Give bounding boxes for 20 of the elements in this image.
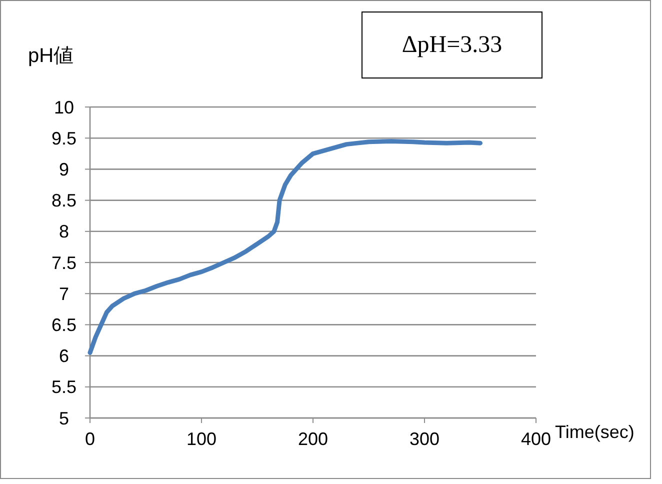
y-tick-label: 5.5 [51, 377, 77, 398]
y-axis-title: pH値 [28, 45, 74, 67]
y-tick-label: 9 [58, 160, 70, 180]
y-tick-label: 9.5 [51, 128, 77, 148]
y-tick-label: 8 [58, 222, 70, 242]
y-tick-label: 7 [58, 284, 70, 304]
x-tick-label: 0 [84, 429, 96, 449]
line-series [88, 138, 482, 355]
y-tick-label: 5 [58, 408, 70, 428]
y-tick-label: 7.5 [51, 252, 77, 273]
y-tick-label: 8.5 [51, 190, 77, 211]
y-tick-label: 6.5 [51, 315, 77, 335]
x-tick-label: 400 [520, 429, 552, 449]
x-tick-label: 200 [298, 429, 328, 449]
x-tick-label: 300 [409, 429, 440, 449]
text: ΔpH=3.33 [402, 32, 502, 58]
x-axis-title: Time(sec) [555, 422, 634, 442]
y-tick-label: 6 [58, 346, 70, 366]
x-tick-label: 100 [186, 429, 217, 449]
y-tick-label: 10 [54, 97, 74, 118]
